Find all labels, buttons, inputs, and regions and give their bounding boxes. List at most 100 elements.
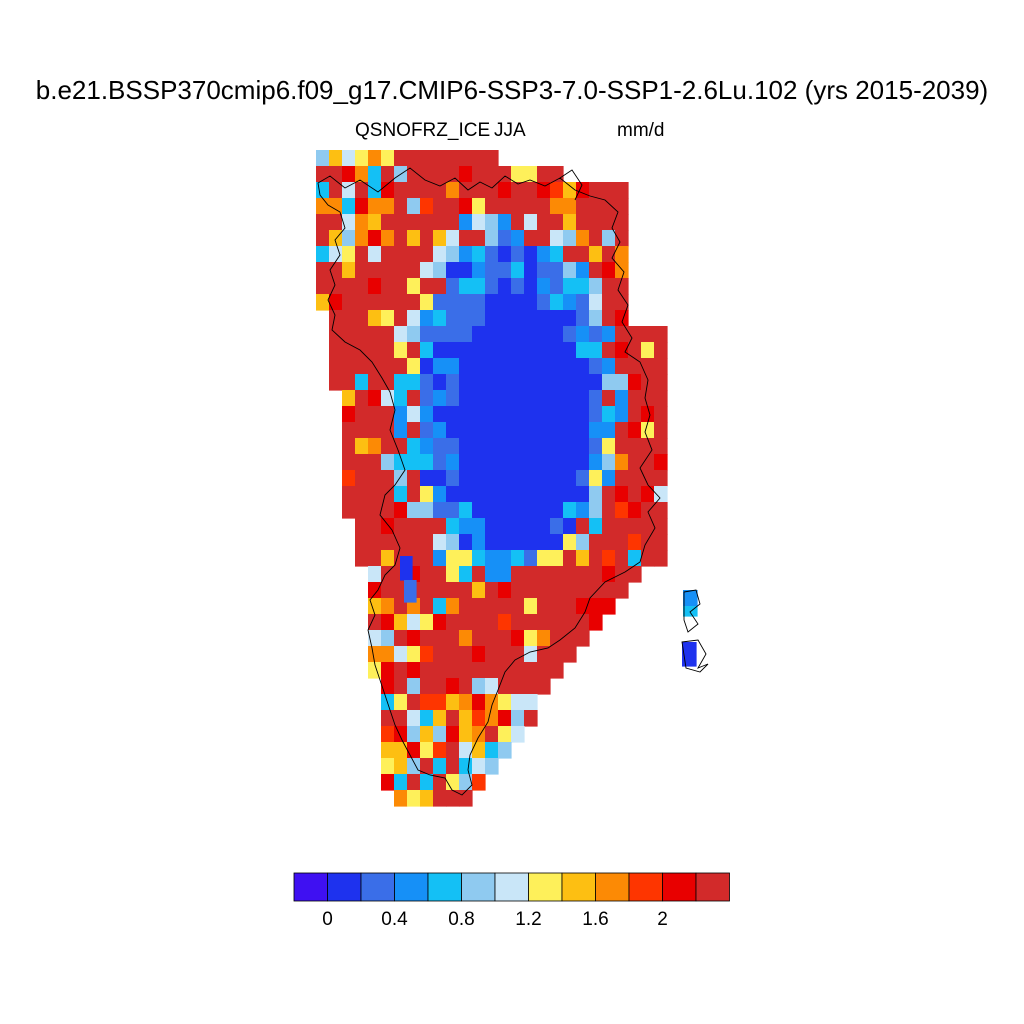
grid-cell [446, 294, 460, 311]
grid-cell [433, 758, 447, 775]
grid-cell [537, 182, 551, 199]
grid-cell [576, 246, 590, 263]
grid-cell [355, 550, 369, 567]
grid-cell [407, 694, 421, 711]
grid-cell [459, 454, 473, 471]
grid-cell [511, 278, 525, 295]
grid-cell [589, 342, 603, 359]
grid-cell [589, 438, 603, 455]
grid-cell [537, 358, 551, 375]
grid-cell [472, 198, 486, 215]
grid-cell [498, 326, 512, 343]
grid-cell [641, 534, 655, 551]
grid-cell [472, 502, 486, 519]
grid-cell [602, 262, 616, 279]
grid-cell [355, 342, 369, 359]
grid-cell [400, 556, 413, 581]
grid-cell [355, 470, 369, 487]
grid-cell [602, 470, 616, 487]
grid-cell [602, 422, 616, 439]
grid-cell [563, 470, 577, 487]
grid-cell [563, 422, 577, 439]
grid-cell [524, 646, 538, 663]
grid-cell [537, 406, 551, 423]
grid-cell [381, 390, 395, 407]
grid-cell [550, 230, 564, 247]
grid-cell [420, 486, 434, 503]
grid-cell [498, 438, 512, 455]
grid-cell [342, 278, 356, 295]
grid-cell [381, 230, 395, 247]
grid-cell [381, 358, 395, 375]
grid-cell [576, 406, 590, 423]
grid-cell [485, 166, 499, 183]
grid-cell [381, 470, 395, 487]
grid-cell [537, 374, 551, 391]
grid-cell [498, 742, 512, 759]
grid-cell [498, 246, 512, 263]
grid-cell [563, 614, 577, 631]
grid-cell [511, 470, 525, 487]
grid-cell [602, 182, 616, 199]
grid-cell [407, 182, 421, 199]
grid-cell [433, 294, 447, 311]
grid-cell [628, 470, 642, 487]
grid-cell [329, 246, 343, 263]
grid-cell [407, 614, 421, 631]
grid-cell [511, 726, 525, 743]
grid-cell [355, 150, 369, 167]
grid-cell [472, 470, 486, 487]
grid-cell [381, 726, 395, 743]
grid-cell [355, 294, 369, 311]
grid-cell [394, 710, 408, 727]
grid-cell [381, 150, 395, 167]
grid-cell [433, 566, 447, 583]
grid-cell [485, 726, 499, 743]
grid-cell [446, 470, 460, 487]
grid-cell [342, 262, 356, 279]
grid-cell [511, 230, 525, 247]
grid-cell [407, 150, 421, 167]
grid-cell [602, 582, 616, 599]
grid-cell [511, 406, 525, 423]
grid-cell [329, 294, 343, 311]
grid-cell [524, 678, 538, 695]
grid-cell [615, 278, 629, 295]
colorbar [293, 872, 730, 902]
grid-cell [446, 630, 460, 647]
grid-cell [550, 502, 564, 519]
grid-cell [537, 230, 551, 247]
grid-cell [329, 278, 343, 295]
grid-cell [524, 614, 538, 631]
grid-cell [498, 470, 512, 487]
grid-cell [420, 758, 434, 775]
grid-cell [368, 294, 382, 311]
grid-cell [615, 390, 629, 407]
grid-cell [459, 534, 473, 551]
grid-cell [459, 582, 473, 599]
grid-cell [589, 230, 603, 247]
grid-cell [589, 422, 603, 439]
colorbar-swatch [695, 872, 730, 902]
grid-cell [394, 518, 408, 535]
grid-cell [615, 502, 629, 519]
grid-cell [537, 646, 551, 663]
grid-cell [381, 326, 395, 343]
grid-cell [381, 278, 395, 295]
grid-cell [394, 326, 408, 343]
grid-cell [628, 406, 642, 423]
grid-cell [472, 582, 486, 599]
grid-cell [602, 406, 616, 423]
grid-cell [485, 614, 499, 631]
grid-cell [576, 214, 590, 231]
grid-cell [381, 502, 395, 519]
grid-cell [485, 294, 499, 311]
grid-cell [589, 598, 603, 615]
grid-cell [537, 502, 551, 519]
grid-cell [342, 502, 356, 519]
grid-cell [524, 278, 538, 295]
grid-cell [420, 534, 434, 551]
grid-cell [511, 566, 525, 583]
grid-cell [472, 390, 486, 407]
grid-cell [524, 358, 538, 375]
